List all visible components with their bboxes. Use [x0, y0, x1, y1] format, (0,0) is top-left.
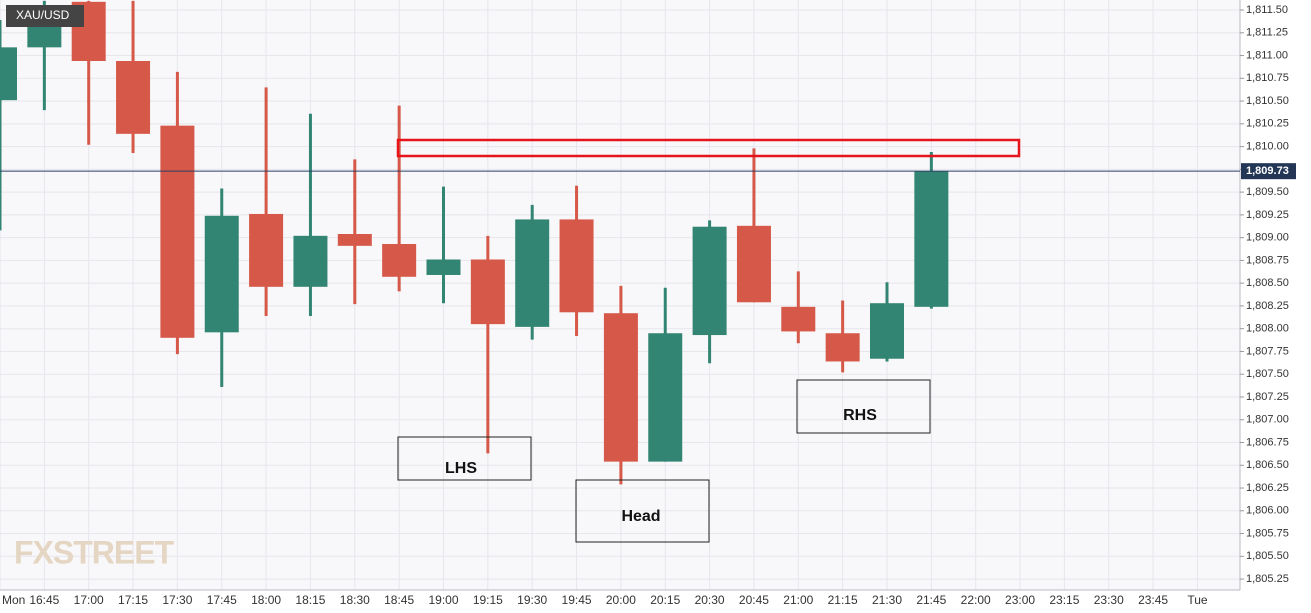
- y-tick-label: 1,807.25: [1246, 391, 1289, 403]
- annotation-box: [575, 479, 710, 543]
- candle-body: [825, 333, 860, 362]
- x-tick-label: 18:45: [384, 593, 414, 607]
- x-tick-label: 18:30: [340, 593, 370, 607]
- x-tick-label: 23:00: [1005, 593, 1035, 607]
- y-tick-label: 1,805.25: [1246, 573, 1289, 585]
- candle-body: [648, 333, 683, 462]
- x-tick-label: 17:00: [74, 593, 104, 607]
- y-tick-label: 1,811.00: [1246, 49, 1288, 61]
- annotation-box: [796, 379, 931, 434]
- y-tick-label: 1,810.75: [1246, 72, 1289, 84]
- y-tick-label: 1,805.75: [1246, 527, 1289, 539]
- y-tick-label: 1,811.50: [1246, 4, 1288, 16]
- y-tick-label: 1,807.50: [1246, 368, 1289, 380]
- x-tick-label: 19:45: [562, 593, 592, 607]
- candle-body: [914, 171, 949, 307]
- x-axis-panel: [0, 590, 1240, 613]
- y-tick-label: 1,805.50: [1246, 550, 1289, 562]
- chart-title: XAU/USD: [16, 8, 70, 22]
- y-tick-label: 1,809.25: [1246, 209, 1289, 221]
- x-tick-label: 21:45: [916, 593, 946, 607]
- last-price-label: 1,809.73: [1246, 165, 1289, 177]
- y-tick-label: 1,810.50: [1246, 95, 1289, 107]
- candle-body: [0, 47, 17, 101]
- y-tick-label: 1,808.25: [1246, 300, 1289, 312]
- candle-body: [870, 303, 904, 359]
- x-tick-label: 20:15: [650, 593, 680, 607]
- x-tick-label: 23:45: [1138, 593, 1168, 607]
- candle-body: [116, 61, 151, 134]
- x-tick-label: 17:30: [162, 593, 192, 607]
- annotation-label: RHS: [843, 407, 877, 424]
- candle-body: [470, 259, 505, 325]
- annotation-label: Head: [621, 508, 660, 525]
- x-tick-label: 19:15: [473, 593, 503, 607]
- x-tick-label: 18:15: [295, 593, 325, 607]
- x-tick-label: 21:30: [872, 593, 902, 607]
- resistance-zone: [396, 138, 1021, 158]
- x-tick-label: 16:45: [29, 593, 59, 607]
- y-tick-label: 1,810.25: [1246, 118, 1289, 130]
- annotation-box: [397, 436, 532, 481]
- x-tick-label: 17:15: [118, 593, 148, 607]
- y-tick-label: 1,806.00: [1246, 505, 1289, 517]
- candle-body: [337, 233, 372, 246]
- annotation-label: LHS: [445, 460, 477, 477]
- candle-body: [603, 313, 638, 462]
- candle-body: [426, 259, 461, 275]
- y-tick-label: 1,809.00: [1246, 232, 1289, 244]
- x-tick-label: 17:45: [207, 593, 237, 607]
- y-tick-label: 1,811.25: [1246, 27, 1288, 39]
- x-tick-label: Mon: [2, 593, 25, 607]
- x-tick-label: 20:00: [606, 593, 636, 607]
- y-tick-label: 1,809.50: [1246, 186, 1289, 198]
- y-tick-label: 1,806.50: [1246, 459, 1289, 471]
- x-tick-label: 23:30: [1094, 593, 1124, 607]
- symbol-badge: [6, 5, 84, 27]
- y-axis-panel: [1240, 0, 1311, 613]
- candle-body: [293, 235, 328, 287]
- y-tick-label: 1,808.75: [1246, 254, 1289, 266]
- x-tick-label: 21:00: [783, 593, 813, 607]
- x-tick-label: 18:00: [251, 593, 281, 607]
- x-tick-label: 19:30: [517, 593, 547, 607]
- candle-body: [382, 244, 417, 277]
- x-tick-label: 22:00: [961, 593, 991, 607]
- y-tick-label: 1,808.00: [1246, 323, 1289, 335]
- x-tick-label: Tue: [1187, 593, 1208, 607]
- candle-body: [736, 225, 771, 303]
- x-tick-label: 23:15: [1049, 593, 1079, 607]
- x-tick-label: 20:45: [739, 593, 769, 607]
- y-tick-label: 1,807.75: [1246, 345, 1289, 357]
- x-tick-label: 19:00: [428, 593, 458, 607]
- candle-body: [781, 306, 816, 332]
- candle-body: [249, 213, 284, 287]
- candle-body: [204, 215, 239, 333]
- y-tick-label: 1,806.25: [1246, 482, 1289, 494]
- x-tick-label: 20:30: [695, 593, 725, 607]
- candle-body: [515, 219, 550, 327]
- x-tick-label: 21:15: [828, 593, 858, 607]
- y-tick-label: 1,807.00: [1246, 414, 1289, 426]
- y-tick-label: 1,808.50: [1246, 277, 1289, 289]
- y-tick-label: 1,810.00: [1246, 140, 1289, 152]
- candle-body: [559, 219, 594, 313]
- candle-body: [160, 125, 195, 338]
- watermark: FXSTREET: [14, 534, 175, 570]
- y-tick-label: 1,806.75: [1246, 436, 1289, 448]
- last-price-tag: [1241, 163, 1296, 180]
- candle-body: [692, 226, 727, 336]
